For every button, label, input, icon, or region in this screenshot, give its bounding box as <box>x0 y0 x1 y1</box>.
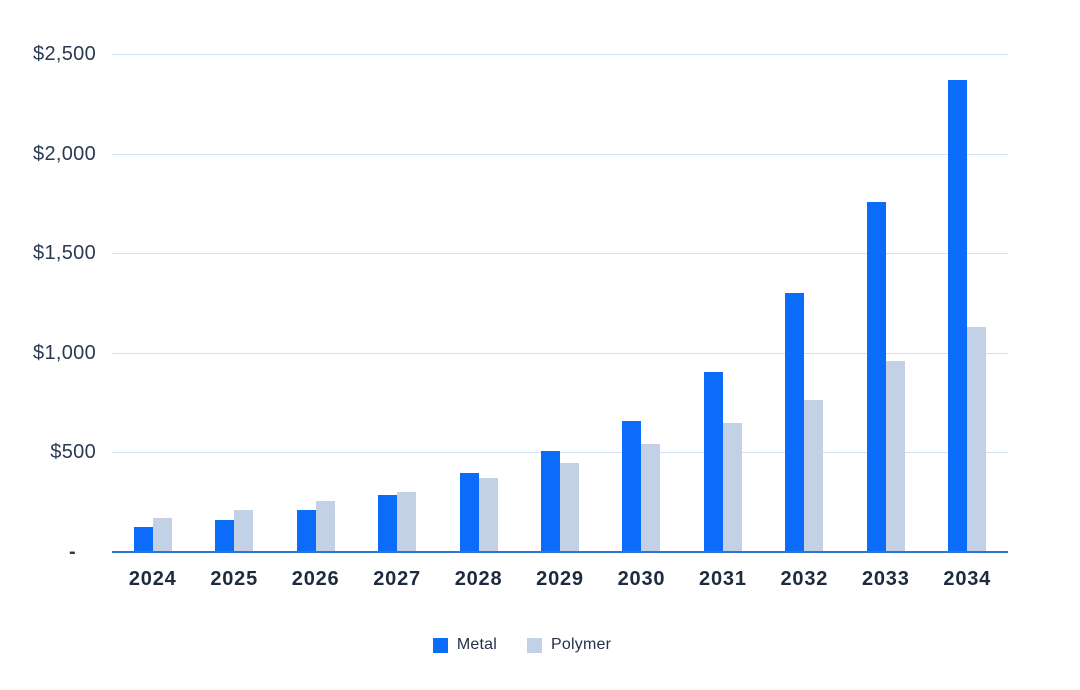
bar-group-2027 <box>356 54 437 552</box>
bar-metal-2026 <box>296 510 316 552</box>
x-label-2024: 2024 <box>128 568 177 590</box>
bar-group-2030 <box>601 54 682 552</box>
legend-item-metal: Metal <box>432 636 498 654</box>
bar-metal-2029 <box>540 451 560 552</box>
x-label-2025: 2025 <box>210 568 259 590</box>
bar-polymer-2030 <box>641 444 661 552</box>
bar-polymer-2034 <box>967 326 987 552</box>
bar-polymer-2027 <box>397 492 417 552</box>
x-label-2030: 2030 <box>617 568 666 590</box>
x-label-2026: 2026 <box>291 568 340 590</box>
x-axis: 2024 2025 2026 2027 2028 2029 2030 2031 2032 2033… <box>112 562 1008 596</box>
x-label-2028: 2028 <box>454 568 503 590</box>
bar-metal-2030 <box>622 420 642 552</box>
bar-polymer-2029 <box>559 463 579 552</box>
bar-polymer-2026 <box>315 501 335 552</box>
plot-area <box>112 54 1008 553</box>
gridline <box>112 352 1008 354</box>
x-label-2029: 2029 <box>536 568 584 590</box>
bar-group-2031 <box>682 54 763 552</box>
bar-group-2028 <box>438 54 519 552</box>
x-label-2033: 2033 <box>861 568 910 590</box>
bar-metal-2027 <box>378 495 398 552</box>
gridline <box>112 153 1008 155</box>
bar-polymer-2031 <box>722 422 742 552</box>
y-tick-label: - <box>69 541 76 563</box>
gridline <box>112 253 1008 255</box>
x-label-2031: 2031 <box>699 568 747 590</box>
bar-metal-2024 <box>133 527 153 552</box>
bar-metal-2034 <box>948 79 968 552</box>
x-axis-line <box>112 551 1008 553</box>
bar-metal-2033 <box>866 202 886 552</box>
y-tick-label: $2,500 <box>33 43 96 65</box>
bar-polymer-2025 <box>234 510 254 552</box>
x-label-2034: 2034 <box>943 568 992 590</box>
bar-metal-2031 <box>703 371 723 552</box>
legend-label: Polymer <box>551 636 612 653</box>
bar-group-2033 <box>845 54 926 552</box>
y-tick-label: $2,000 <box>33 142 96 165</box>
bar-polymer-2033 <box>885 360 905 552</box>
bar-group-2026 <box>275 54 356 552</box>
y-tick-label: $1,500 <box>33 242 96 265</box>
legend: Metal Polymer <box>0 636 1044 654</box>
y-tick-label: $500 <box>50 441 96 464</box>
bar-group-2032 <box>764 54 845 552</box>
bar-group-2024 <box>112 54 193 552</box>
bar-metal-2032 <box>785 293 805 552</box>
bars-container <box>112 54 1008 552</box>
bar-metal-2025 <box>215 520 235 552</box>
bar-group-2034 <box>927 54 1008 552</box>
bar-polymer-2024 <box>152 518 172 552</box>
legend-swatch-icon <box>432 637 448 653</box>
x-label-2027: 2027 <box>373 568 421 590</box>
legend-swatch-icon <box>527 637 543 653</box>
legend-item-polymer: Polymer <box>527 636 611 654</box>
gridline <box>112 54 1008 55</box>
bar-polymer-2028 <box>478 478 498 552</box>
gridline <box>112 452 1008 454</box>
bar-group-2029 <box>519 54 600 552</box>
x-label-2032: 2032 <box>780 568 829 590</box>
legend-label: Metal <box>456 636 498 653</box>
bar-group-2025 <box>193 54 274 552</box>
bar-metal-2028 <box>459 473 479 552</box>
y-tick-label: $1,000 <box>33 341 96 364</box>
bar-polymer-2032 <box>804 399 824 552</box>
